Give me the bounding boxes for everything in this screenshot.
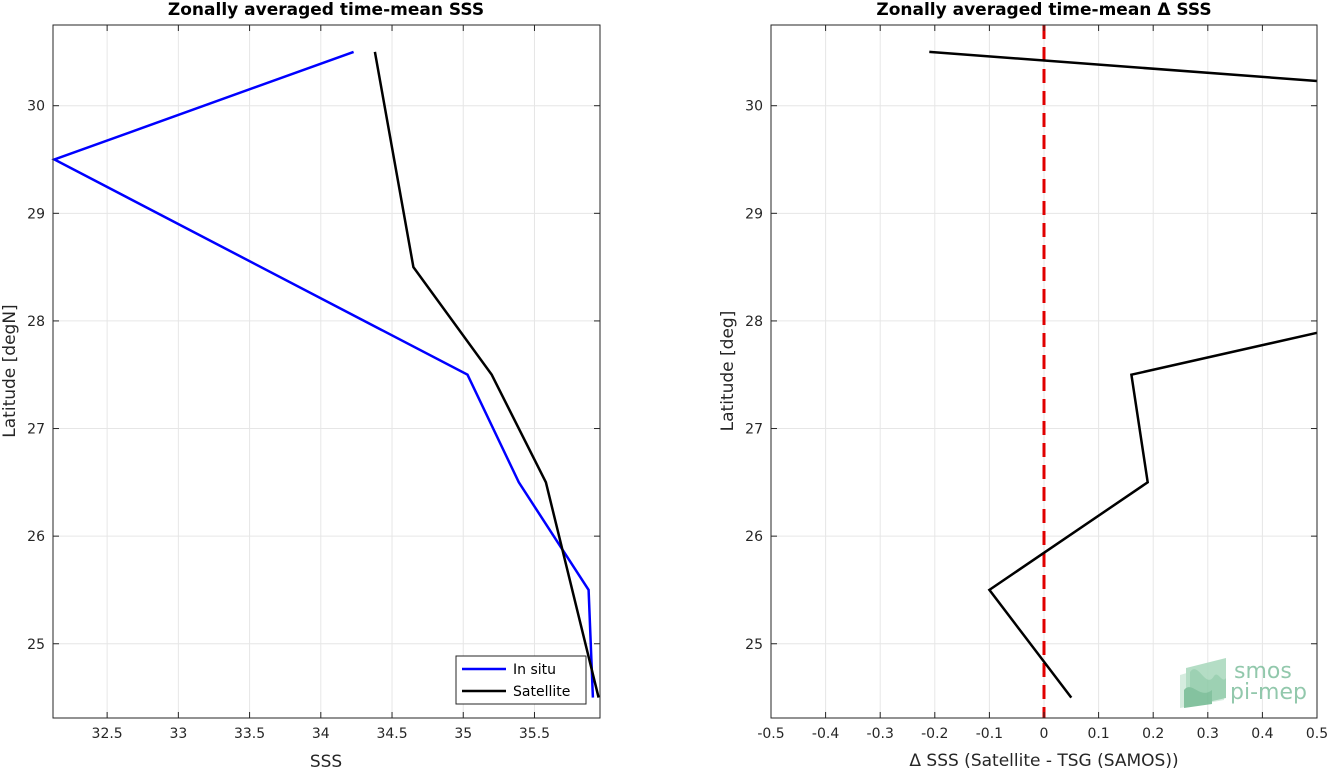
legend: In situ Satellite [455, 655, 587, 705]
right-y-tick-label: 26 [745, 529, 763, 545]
right-x-tick-label: 0.2 [1142, 726, 1164, 742]
left-y-tick-label: 28 [27, 314, 45, 330]
right-y-tick-label: 30 [745, 99, 763, 115]
left-ticks: 32.5 33 33.5 34 34.5 35 35.5 25 26 27 28 29 30 [27, 25, 600, 742]
left-y-tick-label: 27 [27, 422, 45, 438]
right-y-tick-label: 28 [745, 314, 763, 330]
left-y-tick-label: 26 [27, 529, 45, 545]
right-y-axis-label: Latitude [deg] [718, 311, 738, 432]
legend-satellite-label: Satellite [513, 684, 570, 700]
right-x-tick-label: 0.4 [1251, 726, 1273, 742]
right-x-tick-label: -0.2 [921, 726, 948, 742]
right-x-tick-label: -0.3 [867, 726, 894, 742]
right-x-tick-label: 0.5 [1306, 726, 1328, 742]
left-x-tick-label: 33.5 [234, 726, 265, 742]
left-x-tick-label: 33 [169, 726, 187, 742]
right-y-tick-label: 27 [745, 422, 763, 438]
left-series-group [51, 50, 600, 698]
left-axes-background [53, 25, 600, 718]
right-series-group [929, 50, 1318, 699]
right-series-line-series-0 [929, 50, 1318, 699]
right-y-tick-label: 29 [745, 206, 763, 222]
left-series-line-in-situ [51, 50, 595, 698]
logo-line1: smos [1234, 659, 1292, 684]
logo-mark-icon [1180, 658, 1226, 708]
logo-line2: pi-mep [1230, 680, 1307, 705]
left-y-tick-label: 29 [27, 206, 45, 222]
right-x-tick-label: 0.3 [1197, 726, 1219, 742]
right-x-tick-label: -0.1 [976, 726, 1003, 742]
left-axes-box [52, 24, 601, 719]
smos-pi-mep-logo: smos pi-mep [1180, 658, 1307, 708]
left-x-tick-label: 35 [454, 726, 472, 742]
left-x-tick-label: 32.5 [92, 726, 123, 742]
right-x-tick-label: -0.5 [757, 726, 784, 742]
left-y-tick-label: 25 [27, 637, 45, 653]
right-x-tick-label: 0 [1040, 726, 1049, 742]
legend-in-situ-label: In situ [513, 662, 556, 678]
right-x-axis-label: Δ SSS (Satellite - TSG (SAMOS)) [909, 751, 1178, 769]
right-ticks: -0.5 -0.4 -0.3 -0.2 -0.1 0 0.1 0.2 0.3 0.4 0.5 25 26… [745, 25, 1328, 742]
left-y-tick-label: 30 [27, 99, 45, 115]
right-x-tick-label: -0.4 [812, 726, 839, 742]
left-x-tick-label: 35.5 [519, 726, 550, 742]
right-axes: -0.5 -0.4 -0.3 -0.2 -0.1 0 0.1 0.2 0.3 0.4 0.5 25 26… [718, 0, 1328, 769]
left-y-axis-label: Latitude [degN] [0, 304, 20, 437]
left-x-tick-label: 34.5 [376, 726, 407, 742]
left-axes: 32.5 33 33.5 34 34.5 35 35.5 25 26 27 28 29 30 Zonal… [0, 0, 601, 769]
right-y-tick-label: 25 [745, 637, 763, 653]
right-x-tick-label: 0.1 [1087, 726, 1109, 742]
left-series-line-satellite [373, 51, 600, 698]
left-x-axis-label: SSS [310, 752, 342, 769]
legend-box [455, 655, 587, 705]
left-chart-title: Zonally averaged time-mean SSS [168, 0, 484, 20]
left-x-tick-label: 34 [312, 726, 330, 742]
right-chart-title: Zonally averaged time-mean Δ SSS [876, 0, 1211, 20]
